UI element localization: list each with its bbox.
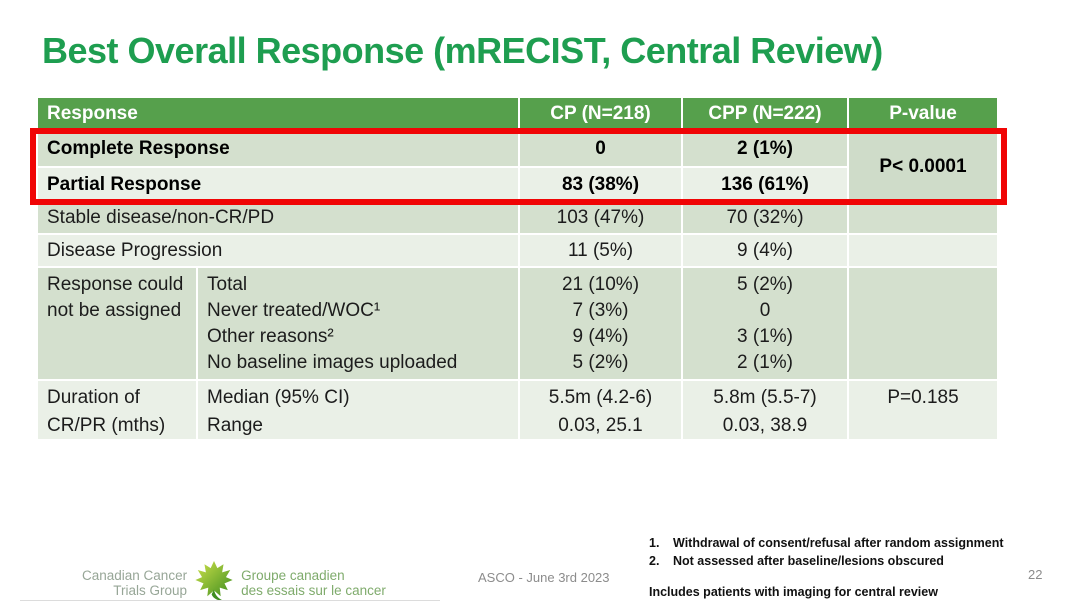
row-complete-response-cpp: 2 (1%) — [683, 132, 847, 166]
footnote-number: 1. — [649, 536, 660, 550]
sublabel: Never treated/WOC¹ — [207, 300, 381, 321]
footnote-text: Withdrawal of consent/refusal after rand… — [673, 536, 1004, 550]
row-not-assigned-cpp: 5 (2%) 0 3 (1%) 2 (1%) — [683, 268, 847, 379]
logo-line: Canadian Cancer — [82, 567, 188, 583]
conference-date: ASCO - June 3rd 2023 — [478, 570, 610, 585]
value: 9 (4%) — [572, 326, 629, 347]
logo-line: Groupe canadien — [241, 567, 345, 583]
value: 0.03, 25.1 — [558, 415, 643, 436]
sublabel: Other reasons² — [207, 326, 334, 347]
row-stable-disease-cpp: 70 (32%) — [683, 203, 847, 233]
row-stable-disease-cp: 103 (47%) — [520, 203, 681, 233]
value: 0.03, 38.9 — [722, 415, 808, 436]
value: 5 (2%) — [737, 274, 793, 295]
row-not-assigned-p — [849, 268, 997, 379]
row-complete-response-label: Complete Response — [38, 132, 518, 166]
value: 3 (1%) — [737, 326, 793, 347]
cctg-logo: Canadian Cancer Trials Group Groupe cana… — [82, 560, 386, 605]
response-table: Response CP (N=218) CPP (N=222) P-value … — [38, 98, 997, 439]
row-not-assigned-sublabels: Total Never treated/WOC¹ Other reasons² … — [198, 268, 518, 379]
logo-line: des essais sur le cancer — [241, 582, 386, 598]
value: 7 (3%) — [572, 300, 629, 321]
column-header-cpp: CPP (N=222) — [683, 98, 847, 130]
footnote-2: 2. Not assessed after baseline/lesions o… — [649, 554, 1049, 568]
logo-french-text: Groupe canadien des essais sur le cancer — [241, 568, 386, 598]
value: 0 — [759, 300, 771, 321]
value: 5 (2%) — [572, 352, 629, 373]
pvalue-cr-pr-cell: P< 0.0001 — [849, 132, 997, 201]
row-partial-response-label: Partial Response — [38, 168, 518, 201]
value: 5.8m (5.5-7) — [713, 387, 817, 408]
row-disease-progression-cp: 11 (5%) — [520, 235, 681, 266]
row-partial-response-cp: 83 (38%) — [520, 168, 681, 201]
sublabel: Median (95% CI) — [207, 387, 350, 408]
sublabel: Total — [207, 274, 248, 295]
row-not-assigned-cp: 21 (10%) 7 (3%) 9 (4%) 5 (2%) — [520, 268, 681, 379]
row-duration-cp: 5.5m (4.2-6) 0.03, 25.1 — [520, 381, 681, 439]
maple-leaf-icon — [194, 560, 234, 605]
sublabel: Range — [207, 415, 263, 436]
row-complete-response-cp: 0 — [520, 132, 681, 166]
value: P=0.185 — [887, 387, 959, 408]
inclusion-note: Includes patients with imaging for centr… — [649, 585, 938, 599]
row-not-assigned-label: Response could not be assigned — [38, 268, 196, 379]
row-duration-cpp: 5.8m (5.5-7) 0.03, 38.9 — [683, 381, 847, 439]
row-disease-progression-p — [849, 235, 997, 266]
column-header-response: Response — [38, 98, 518, 130]
row-disease-progression-cpp: 9 (4%) — [683, 235, 847, 266]
highlight-red-box — [30, 128, 1007, 205]
row-duration-p: P=0.185 — [849, 381, 997, 439]
row-stable-disease-p — [849, 203, 997, 233]
footnote-number: 2. — [649, 554, 660, 568]
footer-divider-line — [20, 600, 440, 601]
column-header-pvalue: P-value — [849, 98, 997, 130]
sublabel: No baseline images uploaded — [207, 352, 458, 373]
footnote-text: Not assessed after baseline/lesions obsc… — [673, 554, 944, 568]
row-stable-disease-label: Stable disease/non-CR/PD — [38, 203, 518, 233]
value: 21 (10%) — [561, 274, 640, 295]
column-header-cp: CP (N=218) — [520, 98, 681, 130]
row-duration-label: Duration of CR/PR (mths) — [38, 381, 196, 439]
page-number: 22 — [1028, 567, 1043, 582]
logo-line: Trials Group — [113, 582, 188, 598]
footnotes: 1. Withdrawal of consent/refusal after r… — [649, 536, 1049, 572]
footnote-1: 1. Withdrawal of consent/refusal after r… — [649, 536, 1049, 550]
value: 2 (1%) — [737, 352, 793, 373]
row-partial-response-cpp: 136 (61%) — [683, 168, 847, 201]
row-disease-progression-label: Disease Progression — [38, 235, 518, 266]
row-duration-sublabels: Median (95% CI) Range — [198, 381, 518, 439]
value: 5.5m (4.2-6) — [548, 387, 653, 408]
slide-title: Best Overall Response (mRECIST, Central … — [42, 30, 883, 71]
logo-english-text: Canadian Cancer Trials Group — [82, 568, 187, 598]
